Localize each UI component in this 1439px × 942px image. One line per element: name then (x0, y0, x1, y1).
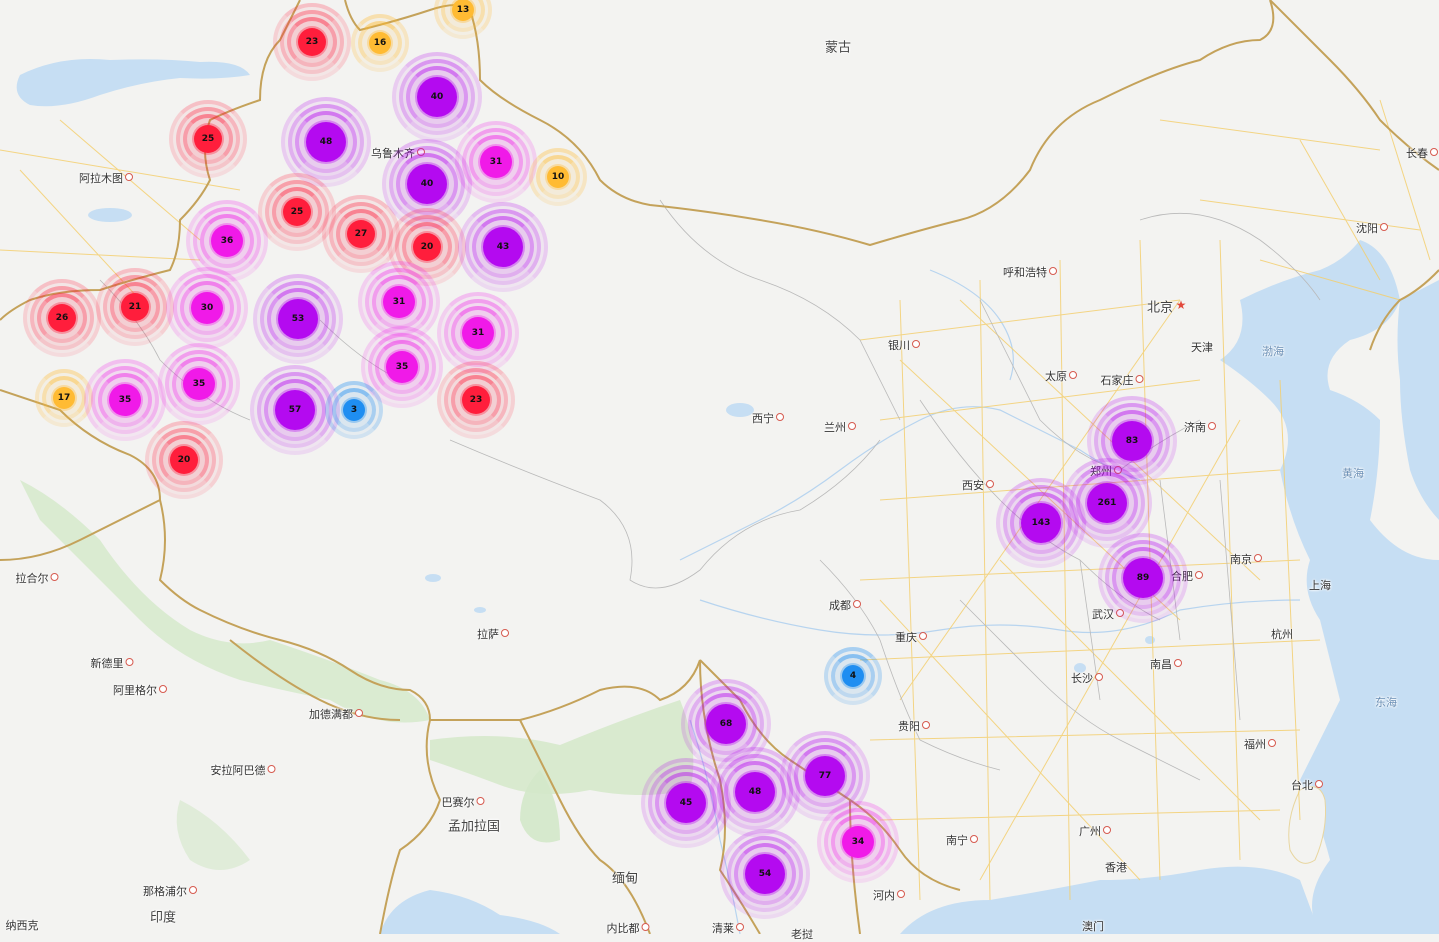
cluster-count: 53 (278, 299, 318, 339)
cluster-count: 89 (1123, 558, 1163, 598)
cluster-marker[interactable]: 53 (253, 274, 343, 364)
cluster-pulse-ring (831, 815, 885, 869)
cluster-marker[interactable]: 31 (358, 261, 440, 343)
cluster-marker[interactable]: 35 (84, 359, 166, 441)
cluster-count: 40 (407, 164, 447, 204)
cluster-marker[interactable]: 25 (169, 100, 247, 178)
cluster-count: 31 (383, 286, 415, 318)
cluster-pulse-ring (264, 379, 326, 441)
cluster-marker[interactable]: 21 (96, 268, 174, 346)
cluster-count: 21 (121, 293, 149, 321)
cluster-pulse-ring (180, 281, 234, 335)
cluster-marker[interactable]: 40 (392, 52, 482, 142)
cluster-count: 43 (483, 227, 523, 267)
cluster-marker[interactable]: 35 (158, 343, 240, 425)
cluster-count: 31 (462, 317, 494, 349)
cluster-count: 261 (1087, 483, 1127, 523)
cluster-count: 13 (452, 0, 474, 21)
cluster-count: 57 (275, 390, 315, 430)
cluster-count: 20 (170, 446, 198, 474)
cluster-count: 83 (1112, 421, 1152, 461)
water-bodies (16, 59, 1439, 934)
cluster-marker[interactable]: 10 (529, 148, 587, 206)
cluster-count: 25 (194, 125, 222, 153)
cluster-pulse-ring (1112, 547, 1174, 609)
cluster-marker[interactable]: 45 (641, 758, 731, 848)
cluster-pulse-ring (287, 17, 337, 67)
cluster-marker[interactable]: 30 (166, 267, 248, 349)
cluster-marker[interactable]: 35 (361, 326, 443, 408)
taiwan-island (1288, 786, 1326, 864)
cluster-marker[interactable]: 34 (817, 801, 899, 883)
cluster-count: 35 (183, 368, 215, 400)
cluster-count: 48 (306, 122, 346, 162)
cluster-pulse-ring (272, 187, 322, 237)
cluster-count: 40 (417, 77, 457, 117)
cluster-pulse-ring (1010, 492, 1072, 554)
cluster-count: 45 (666, 783, 706, 823)
cluster-count: 17 (53, 387, 75, 409)
cluster-count: 143 (1021, 503, 1061, 543)
cluster-marker[interactable]: 57 (250, 365, 340, 455)
cluster-count: 3 (343, 399, 365, 421)
cluster-marker[interactable]: 26 (23, 279, 101, 357)
cluster-pulse-ring (1076, 472, 1138, 534)
cluster-count: 23 (298, 28, 326, 56)
cluster-count: 35 (386, 351, 418, 383)
cluster-pulse-ring (159, 435, 209, 485)
cluster-count: 16 (369, 32, 391, 54)
cluster-count: 23 (462, 386, 490, 414)
cluster-count: 34 (842, 826, 874, 858)
cluster-count: 54 (745, 854, 785, 894)
cluster-count: 48 (735, 772, 775, 812)
cluster-marker[interactable]: 13 (434, 0, 492, 39)
cluster-pulse-ring (695, 693, 757, 755)
cluster-pulse-ring (734, 843, 796, 905)
cluster-count: 77 (805, 756, 845, 796)
cluster-marker[interactable]: 16 (351, 14, 409, 72)
cluster-marker[interactable]: 89 (1098, 533, 1188, 623)
cluster-marker[interactable]: 20 (145, 421, 223, 499)
capital-star-icon: ★ (1175, 298, 1187, 312)
cluster-count: 31 (480, 146, 512, 178)
cluster-marker[interactable]: 4 (824, 647, 882, 705)
cluster-count: 27 (347, 220, 375, 248)
cluster-marker[interactable]: 27 (322, 195, 400, 273)
cluster-marker[interactable]: 17 (35, 369, 93, 427)
cluster-count: 36 (211, 225, 243, 257)
cluster-count: 10 (547, 166, 569, 188)
vegetation-areas (20, 480, 694, 870)
cluster-marker[interactable]: 31 (437, 292, 519, 374)
cluster-count: 68 (706, 704, 746, 744)
cluster-count: 26 (48, 304, 76, 332)
cluster-count: 25 (283, 198, 311, 226)
cluster-pulse-ring (172, 357, 226, 411)
cluster-marker[interactable]: 23 (273, 3, 351, 81)
cluster-marker[interactable]: 3 (325, 381, 383, 439)
cluster-marker[interactable]: 23 (437, 361, 515, 439)
cluster-count: 20 (413, 233, 441, 261)
cluster-count: 30 (191, 292, 223, 324)
cluster-marker[interactable]: 43 (458, 202, 548, 292)
cluster-count: 35 (109, 384, 141, 416)
cluster-marker[interactable]: 54 (720, 829, 810, 919)
cluster-marker[interactable]: 143 (996, 478, 1086, 568)
cluster-marker[interactable]: 48 (281, 97, 371, 187)
cluster-count: 4 (842, 665, 864, 687)
